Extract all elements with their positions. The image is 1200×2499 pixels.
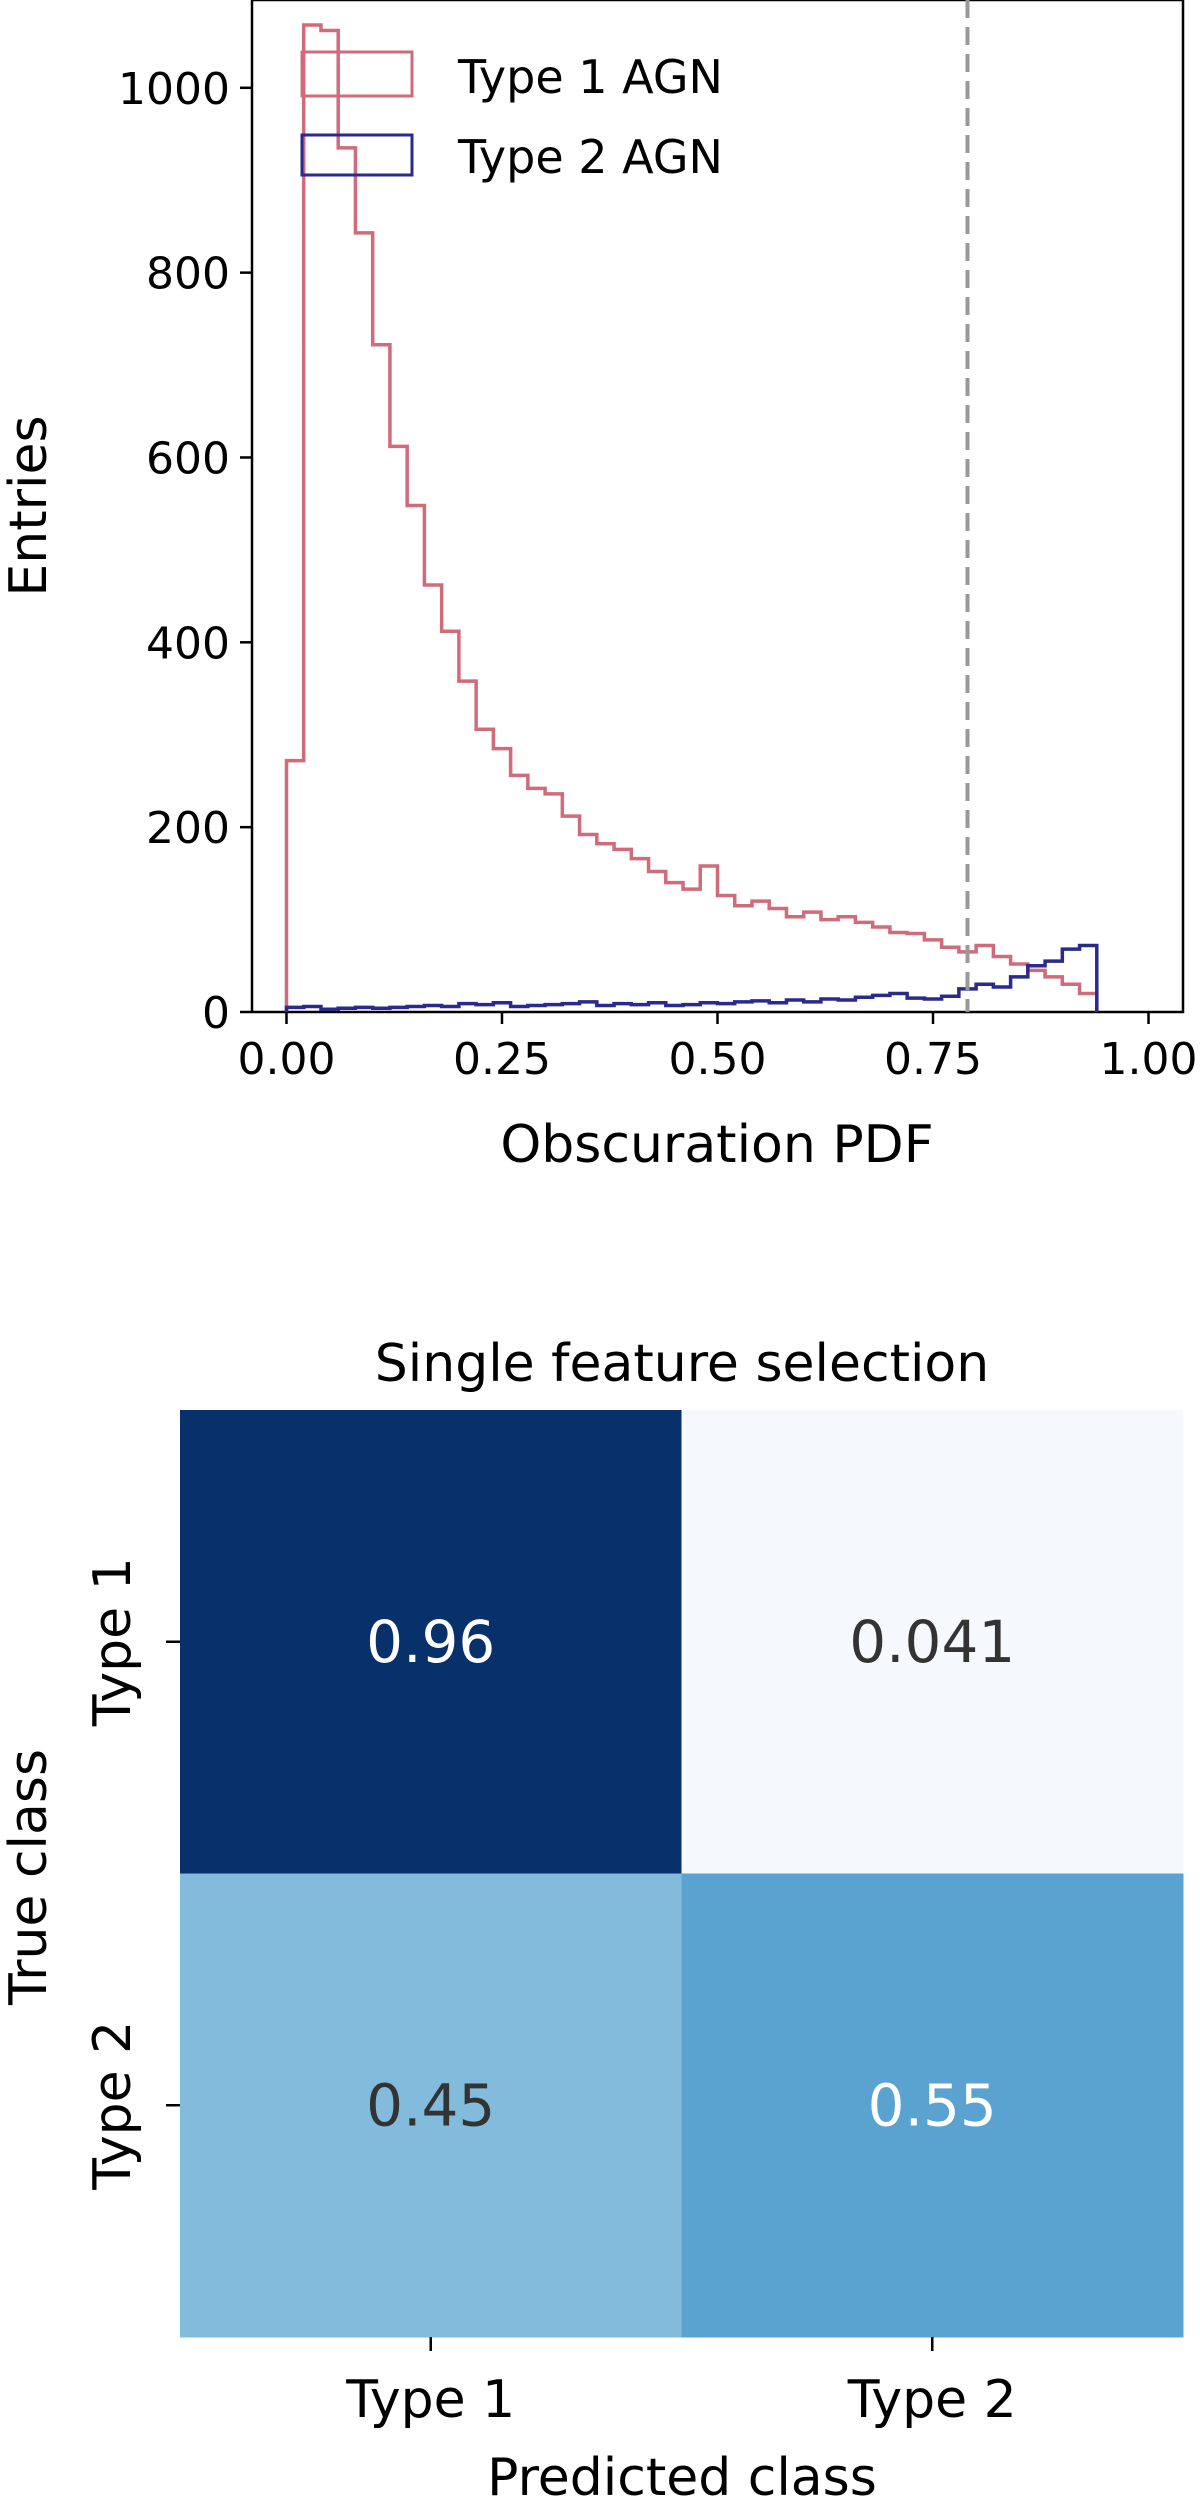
x-tick-label: 1.00 (1100, 1034, 1198, 1085)
x-tick-label: 0.00 (237, 1034, 335, 1085)
histogram-step-type2 (284, 943, 1099, 1012)
histogram-y-axis-label: Entries (0, 415, 59, 596)
legend-swatch-type1 (300, 50, 414, 98)
y-tick-label: 200 (146, 803, 230, 854)
y-category-label: Type 2 (83, 2021, 143, 2191)
histogram-x-axis-label: Obscuration PDF (500, 1115, 933, 1175)
x-tick-label: 0.25 (453, 1034, 551, 1085)
confusion-matrix-cells: 0.96 0.041 0.45 0.55 (180, 1410, 1184, 2338)
legend-swatch-type2 (300, 133, 414, 177)
confusion-matrix-title: Single feature selection (375, 1334, 989, 1394)
histogram-y-axis: 0 200 400 600 800 1000 (118, 64, 252, 1039)
x-category-label: Type 1 (345, 2370, 515, 2430)
y-tick-label: 1000 (118, 64, 230, 115)
matrix-cell (180, 1410, 682, 1874)
x-tick-label: 0.75 (884, 1034, 982, 1085)
y-tick-label: 400 (146, 618, 230, 669)
matrix-cell (681, 1873, 1184, 2338)
confusion-matrix-x-axis-label: Predicted class (487, 2448, 877, 2499)
matrix-cell (180, 1873, 682, 2338)
legend-label-type2: Type 2 AGN (457, 130, 723, 184)
x-category-label: Type 2 (847, 2370, 1017, 2430)
matrix-cell-value: 0.45 (366, 2071, 495, 2139)
y-tick-label: 800 (146, 249, 230, 300)
matrix-cell-value: 0.55 (868, 2071, 997, 2139)
matrix-cell-value: 0.96 (366, 1608, 495, 1676)
y-category-label: Type 1 (83, 1557, 143, 1727)
y-tick-label: 0 (202, 988, 230, 1039)
histogram-x-axis: 0.00 0.25 0.50 0.75 1.00 (237, 1012, 1198, 1085)
matrix-cell-value: 0.041 (849, 1608, 1015, 1676)
histogram-step-type1 (284, 23, 1099, 1012)
confusion-matrix-y-axis: Type 1 Type 2 (83, 1557, 180, 2191)
histogram-legend: Type 1 AGN Type 2 AGN (300, 50, 723, 184)
legend-label-type1: Type 1 AGN (457, 50, 723, 104)
confusion-matrix-x-axis: Type 1 Type 2 (345, 2337, 1017, 2430)
y-tick-label: 600 (146, 433, 230, 484)
matrix-cell (681, 1410, 1184, 1874)
x-tick-label: 0.50 (669, 1034, 767, 1085)
confusion-matrix-y-axis-label: True class (0, 1749, 59, 2006)
histogram-chart: 0 200 400 600 800 1000 0.00 0.25 0.50 0.75 1.00 T… (0, 0, 1198, 1175)
histogram-series (284, 23, 1099, 1012)
